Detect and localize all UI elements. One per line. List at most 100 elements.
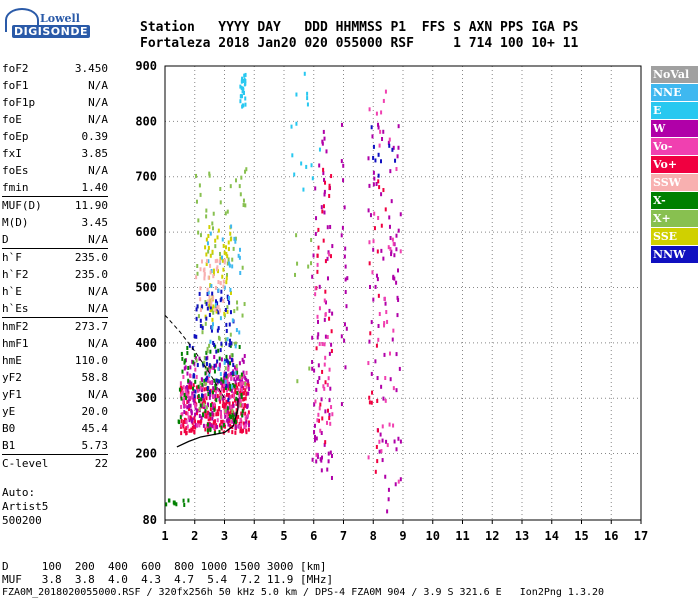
data-point	[198, 406, 201, 411]
data-point	[218, 259, 221, 264]
data-point	[231, 257, 234, 262]
data-point	[239, 425, 242, 430]
data-point	[397, 297, 400, 302]
param-name: B1	[2, 439, 16, 452]
param-row: B0 45.4	[2, 420, 108, 437]
data-point	[323, 298, 326, 303]
data-point	[235, 328, 238, 333]
data-point	[247, 427, 250, 432]
data-point	[203, 273, 206, 278]
data-point	[181, 390, 184, 395]
data-point	[392, 276, 395, 281]
data-point	[379, 129, 382, 134]
data-point	[243, 354, 246, 359]
data-point	[204, 371, 207, 376]
data-point	[204, 245, 207, 250]
data-point	[227, 373, 230, 378]
data-point	[317, 227, 320, 232]
data-point	[191, 359, 194, 364]
data-point	[395, 167, 398, 172]
data-point	[203, 387, 206, 392]
data-point	[222, 243, 225, 248]
data-point	[191, 391, 194, 396]
data-point	[229, 338, 232, 343]
data-point	[239, 94, 242, 99]
data-point	[219, 256, 222, 261]
data-point	[179, 415, 182, 420]
data-point	[187, 498, 190, 503]
data-point	[223, 420, 226, 425]
data-point	[227, 392, 230, 397]
param-value: N/A	[88, 233, 108, 246]
data-point	[377, 293, 380, 298]
data-point	[328, 398, 331, 403]
data-point	[228, 414, 231, 419]
param-value: N/A	[88, 337, 108, 350]
data-point	[395, 352, 398, 357]
data-point	[207, 414, 210, 419]
data-point	[215, 398, 218, 403]
data-point	[167, 498, 170, 503]
data-point	[331, 311, 334, 316]
header-row2: Fortaleza 2018 Jan20 020 055000 RSF 1 71…	[140, 36, 579, 51]
footer-muf-row: MUF 3.8 3.8 4.0 4.3 4.7 5.4 7.2 11.9 [MH…	[2, 573, 334, 586]
param-value: 273.7	[74, 320, 108, 333]
data-point	[242, 391, 245, 396]
data-point	[219, 399, 222, 404]
data-point	[208, 312, 211, 317]
data-point	[227, 247, 230, 252]
data-point	[382, 98, 385, 103]
data-point	[186, 346, 189, 351]
data-point	[302, 187, 305, 192]
data-point	[206, 287, 209, 292]
plot-frame	[164, 65, 642, 521]
data-point	[180, 385, 183, 390]
data-point	[331, 244, 334, 249]
data-point	[389, 169, 392, 174]
data-point	[216, 418, 219, 423]
data-point	[199, 307, 202, 312]
data-point	[222, 388, 225, 393]
data-point	[315, 459, 318, 464]
data-point	[382, 396, 385, 401]
data-point	[328, 416, 331, 421]
param-value: 110.0	[74, 354, 108, 367]
data-point	[241, 428, 244, 433]
data-point	[372, 239, 375, 244]
legend-item: Vo+	[651, 156, 698, 173]
data-point	[186, 405, 189, 410]
param-name: foF2	[2, 62, 29, 75]
data-point	[234, 398, 237, 403]
data-point	[314, 186, 317, 191]
data-point	[308, 366, 311, 371]
data-point	[185, 411, 188, 416]
data-point	[226, 337, 229, 342]
data-point	[225, 374, 228, 379]
data-point	[240, 375, 243, 380]
data-point	[224, 258, 227, 263]
data-point	[317, 418, 320, 423]
data-point	[315, 216, 318, 221]
data-point	[344, 365, 347, 370]
data-point	[392, 386, 395, 391]
data-point	[386, 319, 389, 324]
data-point	[181, 356, 184, 361]
data-point	[238, 330, 241, 335]
data-point	[306, 102, 309, 107]
data-point	[390, 252, 393, 257]
data-point	[209, 422, 212, 427]
data-point	[201, 396, 204, 401]
data-point	[183, 404, 186, 409]
data-point	[326, 408, 329, 413]
data-point	[187, 415, 190, 420]
data-point	[234, 344, 237, 349]
data-point	[194, 419, 197, 424]
data-point	[295, 92, 298, 97]
data-point	[213, 378, 216, 383]
data-point	[182, 385, 185, 390]
data-point	[209, 349, 212, 354]
auto-line2: Artist5	[2, 500, 49, 513]
data-point	[330, 174, 333, 179]
data-point	[224, 211, 227, 216]
data-point	[209, 412, 212, 417]
